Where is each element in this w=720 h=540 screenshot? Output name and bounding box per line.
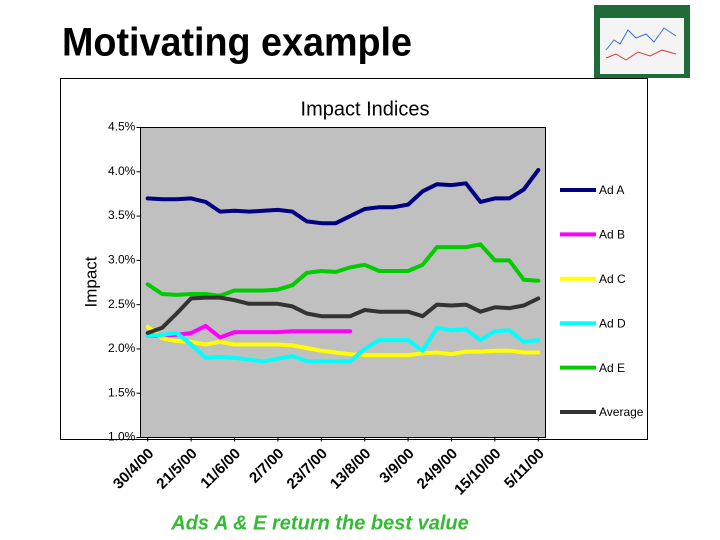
x-tick-label: 30/4/00	[110, 445, 157, 492]
plot-area	[140, 127, 546, 438]
y-tick-label: 1.0%	[108, 430, 136, 444]
legend-label: Average	[599, 405, 644, 419]
series-line	[145, 242, 541, 298]
series-line	[145, 325, 541, 364]
legend-label: Ad D	[599, 316, 626, 330]
y-tick-label: 3.0%	[108, 253, 136, 267]
y-tick-label: 2.0%	[108, 341, 136, 355]
y-tick-label: 4.0%	[108, 164, 136, 178]
slide-title: Motivating example	[62, 21, 412, 65]
y-tick-label: 1.5%	[108, 385, 136, 399]
y-tick-label: 4.5%	[108, 120, 136, 134]
x-tick-label: 5/11/00	[501, 445, 548, 492]
thumbnail-line	[605, 27, 677, 51]
legend-label: Ad A	[599, 183, 624, 197]
thumbnail	[594, 5, 690, 78]
x-tick-label: 23/7/00	[284, 445, 331, 492]
thumbnail-line	[605, 49, 677, 61]
x-tick-label: 11/6/00	[197, 445, 244, 492]
x-tick-label: 3/9/00	[376, 445, 418, 487]
series-line	[145, 323, 353, 340]
x-tick-label: 13/8/00	[327, 445, 374, 492]
caption: Ads A & E return the best value	[170, 512, 468, 534]
x-tick-label: 15/10/00	[451, 445, 504, 498]
legend-label: Ad E	[599, 361, 625, 375]
thumbnail-body	[600, 18, 684, 74]
series-line	[145, 295, 541, 335]
series-line	[145, 168, 541, 226]
chart-title: Impact Indices	[301, 98, 430, 120]
x-tick-label: 21/5/00	[153, 445, 200, 492]
legend-label: Ad B	[599, 228, 625, 242]
x-tick-label: 2/7/00	[246, 445, 288, 487]
series-line	[145, 324, 541, 358]
y-axis-label: Impact	[81, 256, 100, 307]
y-tick-label: 3.5%	[108, 208, 136, 222]
y-tick-label: 2.5%	[108, 297, 136, 311]
legend-label: Ad C	[599, 272, 626, 286]
